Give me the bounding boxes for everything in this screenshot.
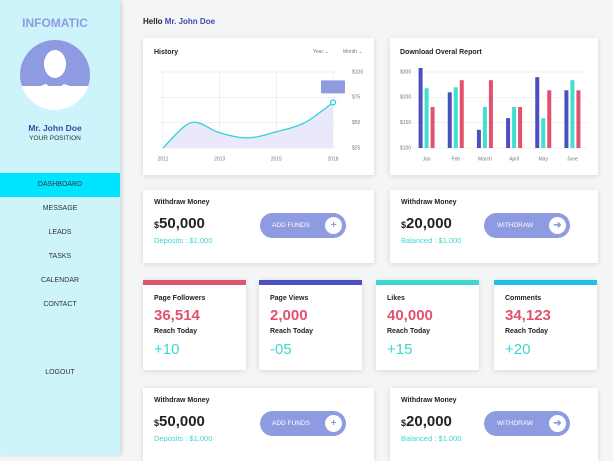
amount-value: 20,000: [406, 215, 452, 232]
user-position: YOUR POSITION: [29, 135, 81, 142]
button-icon: ➜: [549, 217, 566, 234]
withdraw-card: Withdraw Money $20,000 Balanced : $1,000 WI…: [390, 190, 598, 263]
delta: +15: [387, 341, 413, 358]
withdraw-card: Withdraw Money $20,000 Balanced : $1,000 WI…: [390, 388, 598, 461]
dropdown[interactable]: Month ⌄: [343, 49, 363, 55]
greeting-line: Hello Mr. John Doe: [143, 17, 215, 26]
card-title: History: [154, 49, 179, 56]
button-label: WITHDRAW: [496, 222, 534, 229]
card-title: Download Overal Report: [400, 49, 482, 56]
amount-value: 50,000: [159, 215, 205, 232]
report-card: Download Overal Report: [390, 38, 598, 175]
sidebar: INFOMATIC Mr. John Doe YOUR POSITION DAS…: [0, 0, 120, 455]
card-title: Comments: [505, 295, 542, 302]
menu-item[interactable]: MESSAGE: [42, 205, 78, 212]
card-title: Likes: [387, 295, 405, 302]
dropdown[interactable]: Year ⌄: [313, 49, 329, 55]
button-label: ADD FUNDS: [272, 222, 310, 229]
amount: $50,000: [154, 413, 205, 430]
stat-value: 34,123: [505, 307, 551, 324]
greeting-user: Mr. John Doe: [164, 17, 216, 26]
card-title: Withdraw Money: [401, 397, 457, 404]
stat-card: Comments 34,123 Reach Today +20: [494, 280, 597, 370]
withdraw-card: Withdraw Money $50,000 Deposits : $1,000 AD…: [143, 388, 374, 461]
button[interactable]: ADD FUNDS +: [260, 213, 346, 238]
stat-card: Page Followers 36,514 Reach Today +10: [143, 280, 246, 370]
card-title: Withdraw Money: [154, 397, 210, 404]
dropdown-label: Year: [313, 49, 324, 55]
stat-value: 2,000: [270, 307, 308, 324]
card-title: Withdraw Money: [401, 199, 457, 206]
stat-value: 36,514: [154, 307, 200, 324]
logout[interactable]: LOGOUT: [45, 369, 75, 376]
menu-item[interactable]: CALENDAR: [40, 277, 80, 284]
avatar: [20, 40, 90, 110]
stat-card: Likes 40,000 Reach Today +15: [376, 280, 479, 370]
button-label: WITHDRAW: [496, 420, 534, 427]
button-icon: +: [325, 415, 342, 432]
note: Deposits : $1,000: [154, 434, 213, 443]
brand: INFOMATIC: [22, 16, 88, 30]
history-card: History Year ⌄ Month ⌄: [143, 38, 374, 175]
amount: $20,000: [401, 215, 452, 232]
delta: +10: [154, 341, 180, 358]
currency: $: [154, 418, 160, 428]
amount-value: 20,000: [406, 413, 452, 430]
menu-item[interactable]: DASHBOARD: [0, 173, 120, 197]
stat-value: 40,000: [387, 307, 433, 324]
withdraw-card: Withdraw Money $50,000 Deposits : $1,000 AD…: [143, 190, 374, 263]
amount-value: 50,000: [159, 413, 205, 430]
note: Balanced : $1,000: [401, 434, 462, 443]
dropdown-label: Month: [343, 49, 357, 55]
reach-label: Reach Today: [154, 328, 198, 335]
button-icon: ➜: [549, 415, 566, 432]
currency: $: [401, 418, 407, 428]
delta: -05: [270, 341, 292, 358]
stat-card: Page Views 2,000 Reach Today -05: [259, 280, 362, 370]
currency: $: [401, 220, 407, 230]
menu-item[interactable]: CONTACT: [43, 301, 77, 308]
card-title: Page Views: [270, 295, 309, 302]
button[interactable]: ADD FUNDS +: [260, 411, 346, 436]
reach-label: Reach Today: [270, 328, 314, 335]
menu-item[interactable]: LEADS: [48, 229, 72, 236]
delta: +20: [505, 341, 531, 358]
menu-item[interactable]: TASKS: [48, 253, 72, 260]
note: Balanced : $1,000: [401, 236, 462, 245]
button[interactable]: WITHDRAW ➜: [484, 213, 570, 238]
button-icon: +: [325, 217, 342, 234]
currency: $: [154, 220, 160, 230]
user-name: Mr. John Doe: [28, 123, 82, 133]
card-title: Withdraw Money: [154, 199, 210, 206]
button-label: ADD FUNDS: [272, 420, 310, 427]
note: Deposits : $1,000: [154, 236, 213, 245]
card-title: Page Followers: [154, 295, 206, 302]
greeting: Hello: [143, 17, 163, 26]
reach-label: Reach Today: [505, 328, 549, 335]
amount: $20,000: [401, 413, 452, 430]
reach-label: Reach Today: [387, 328, 431, 335]
button[interactable]: WITHDRAW ➜: [484, 411, 570, 436]
amount: $50,000: [154, 215, 205, 232]
